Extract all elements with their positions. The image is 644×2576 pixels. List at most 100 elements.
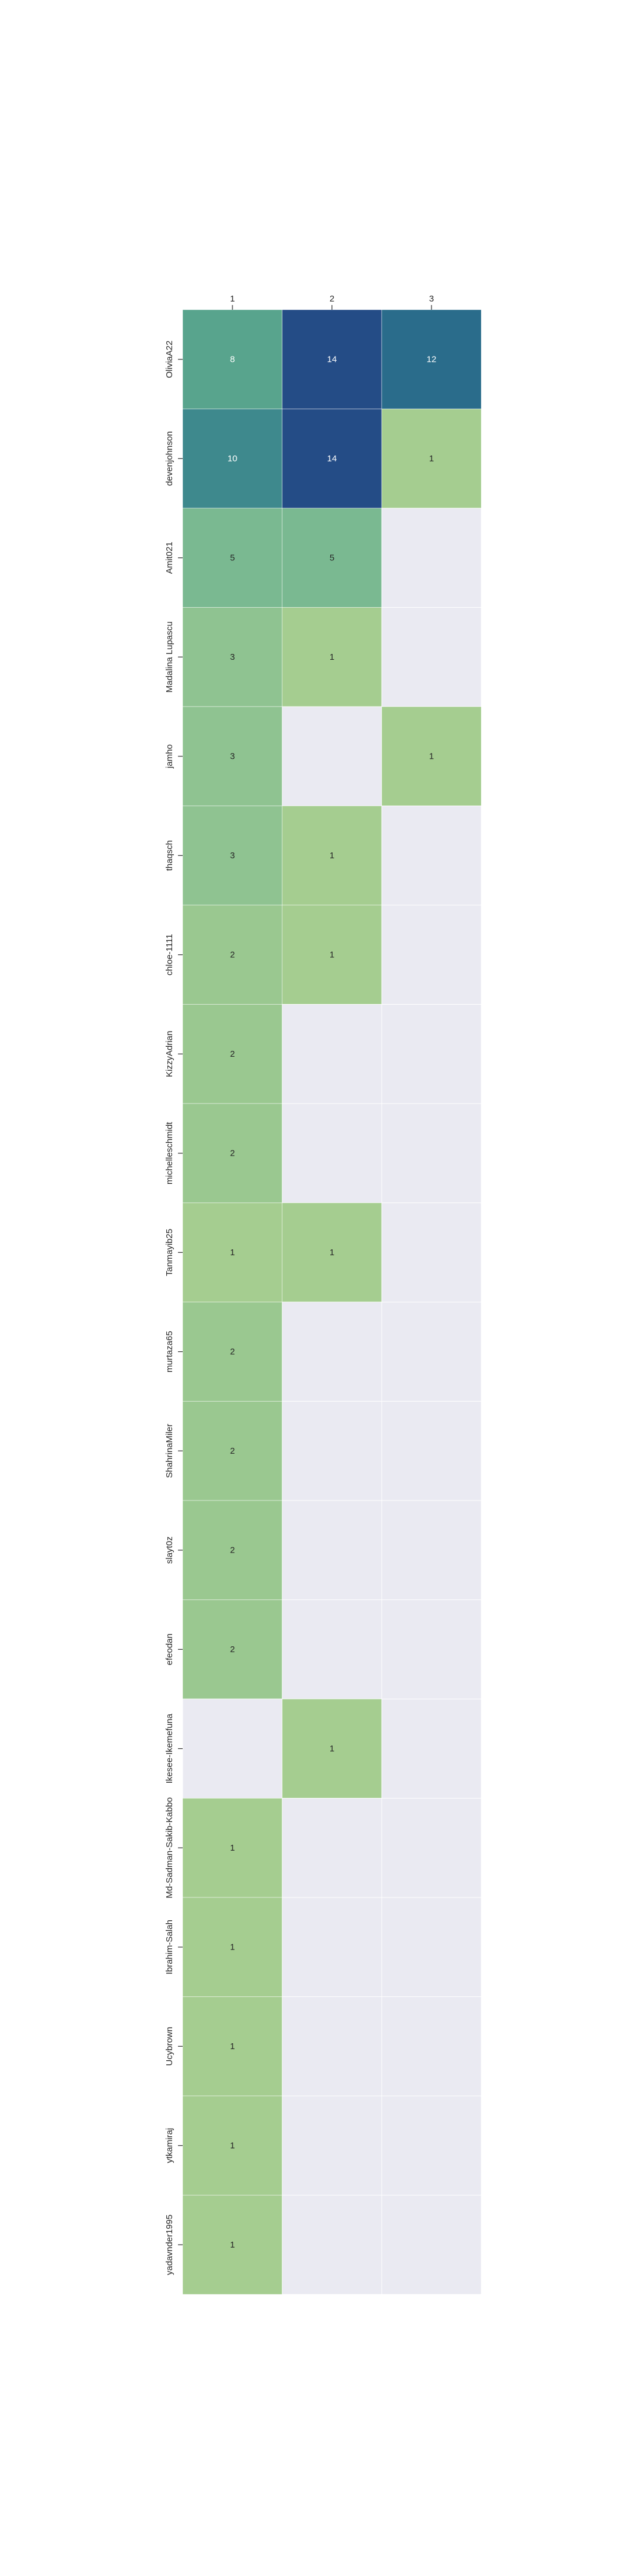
row-tick-label: Ibrahim-Salah bbox=[165, 1920, 174, 1974]
heatmap-cell bbox=[282, 706, 382, 806]
heatmap-cell bbox=[381, 806, 482, 906]
heatmap-cell bbox=[381, 1897, 482, 1997]
cell-value-label: 3 bbox=[230, 652, 235, 662]
heatmap-cell bbox=[182, 1004, 283, 1104]
heatmap-cell bbox=[182, 607, 283, 707]
heatmap-cell bbox=[381, 1301, 482, 1402]
cell-value-label: 3 bbox=[230, 851, 235, 861]
cell-value-label: 1 bbox=[230, 1942, 235, 1952]
cell-value-label: 1 bbox=[330, 1743, 334, 1753]
heatmap-cell bbox=[381, 1798, 482, 1898]
heatmap-cell bbox=[182, 1401, 283, 1501]
heatmap-cell bbox=[282, 2195, 382, 2295]
heatmap-cell bbox=[182, 1301, 283, 1402]
heatmap-cell bbox=[381, 1599, 482, 1700]
cell-value-label: 2 bbox=[230, 1446, 235, 1456]
cell-value-label: 1 bbox=[429, 751, 434, 761]
cell-value-label: 5 bbox=[330, 553, 334, 563]
cell-value-label: 1 bbox=[330, 652, 334, 662]
cell-value-label: 1 bbox=[330, 950, 334, 960]
heatmap-cell bbox=[182, 905, 283, 1005]
cell-value-label: 14 bbox=[327, 354, 337, 364]
heatmap-cell bbox=[282, 1401, 382, 1501]
heatmap-cell bbox=[381, 2195, 482, 2295]
cell-value-label: 2 bbox=[230, 1049, 235, 1059]
heatmap-cell bbox=[282, 1500, 382, 1600]
row-tick-label: thaqsch bbox=[165, 840, 174, 871]
column-tick-label: 1 bbox=[230, 294, 235, 304]
row-tick-label: Madalina Lupascu bbox=[165, 621, 174, 693]
cell-value-label: 8 bbox=[230, 354, 235, 364]
row-tick-label: slayt0z bbox=[165, 1536, 174, 1564]
heatmap-cell bbox=[381, 1996, 482, 2097]
row-tick-label: Amit021 bbox=[165, 542, 174, 574]
cell-value-label: 2 bbox=[230, 1148, 235, 1158]
cell-value-label: 2 bbox=[230, 1347, 235, 1356]
row-tick-label: ytkamiraj bbox=[165, 2128, 174, 2163]
heatmap-cell bbox=[182, 2095, 283, 2195]
heatmap-cell bbox=[282, 1996, 382, 2097]
cell-value-label: 1 bbox=[230, 2140, 235, 2150]
cell-value-label: 10 bbox=[228, 454, 238, 464]
row-tick-label: murtaza65 bbox=[165, 1331, 174, 1372]
heatmap-cell bbox=[182, 508, 283, 608]
column-tick-label: 3 bbox=[429, 294, 434, 304]
cell-value-label: 1 bbox=[330, 1248, 334, 1258]
heatmap-cell bbox=[282, 1004, 382, 1104]
heatmap-cell bbox=[282, 2095, 382, 2195]
cell-value-label: 1 bbox=[230, 2041, 235, 2051]
heatmap-cell bbox=[282, 1599, 382, 1700]
heatmap-cell bbox=[282, 1301, 382, 1402]
heatmap-cell bbox=[381, 1401, 482, 1501]
heatmap-cell bbox=[182, 2195, 283, 2295]
heatmap-cell bbox=[381, 508, 482, 608]
heatmap-cell bbox=[381, 1103, 482, 1203]
cell-value-label: 1 bbox=[230, 1843, 235, 1853]
row-tick-label: Tanmayib25 bbox=[165, 1229, 174, 1276]
heatmap-cell bbox=[381, 1698, 482, 1799]
heatmap-cell bbox=[282, 1103, 382, 1203]
heatmap-cell bbox=[282, 1698, 382, 1799]
heatmap-cell bbox=[381, 905, 482, 1005]
row-tick-label: Ikesee-Ikemefuna bbox=[165, 1713, 174, 1783]
cell-value-label: 5 bbox=[230, 553, 235, 563]
cell-value-label: 12 bbox=[427, 354, 437, 364]
heatmap-cell bbox=[381, 1500, 482, 1600]
row-tick-label: devenjohnson bbox=[165, 431, 174, 486]
heatmap-cell bbox=[381, 1203, 482, 1303]
heatmap-cell bbox=[282, 1897, 382, 1997]
heatmap-cell bbox=[282, 607, 382, 707]
heatmap-cell bbox=[182, 309, 283, 409]
cell-value-label: 14 bbox=[327, 454, 337, 464]
heatmap-cell bbox=[282, 1203, 382, 1303]
cell-value-label: 1 bbox=[230, 2240, 235, 2250]
heatmap-cell bbox=[182, 1203, 283, 1303]
heatmap-cell bbox=[182, 806, 283, 906]
heatmap-cell bbox=[282, 806, 382, 906]
row-tick-label: jamho bbox=[165, 744, 174, 769]
heatmap-cell bbox=[381, 1004, 482, 1104]
heatmap-cell bbox=[282, 1798, 382, 1898]
heatmap-cell bbox=[182, 1599, 283, 1700]
heatmap-cell bbox=[182, 1798, 283, 1898]
cell-value-label: 1 bbox=[230, 1248, 235, 1258]
cell-value-label: 1 bbox=[330, 851, 334, 861]
heatmap-cell bbox=[182, 1103, 283, 1203]
heatmap-cell bbox=[182, 409, 283, 509]
heatmap-cell bbox=[381, 409, 482, 509]
heatmap-cell bbox=[381, 607, 482, 707]
row-tick-label: KizzyAdrian bbox=[165, 1031, 174, 1077]
row-tick-label: yadavnder1995 bbox=[165, 2215, 174, 2275]
cell-value-label: 2 bbox=[230, 1645, 235, 1654]
column-axis: 1 2 3 bbox=[230, 294, 434, 310]
cell-value-label: 3 bbox=[230, 751, 235, 761]
row-tick-label: Ucybrown bbox=[165, 2027, 174, 2066]
heatmap-cell bbox=[381, 706, 482, 806]
heatmap-cell bbox=[282, 905, 382, 1005]
row-tick-label: efeodan bbox=[165, 1633, 174, 1665]
cell-value-label: 2 bbox=[230, 1545, 235, 1555]
row-axis: OliviaA22 devenjohnson Amit021 Madalina Lup… bbox=[165, 341, 183, 2275]
heatmap-cell bbox=[381, 309, 482, 409]
row-tick-label: Md-Sadman-Sakib-Kabbo bbox=[165, 1797, 174, 1899]
